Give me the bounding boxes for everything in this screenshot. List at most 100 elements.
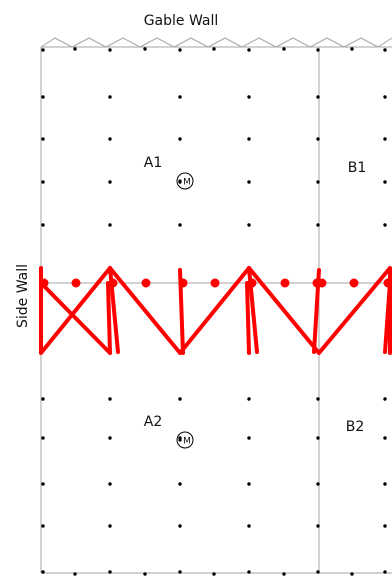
column-dot: [316, 397, 320, 401]
bracing-joint: [210, 278, 220, 288]
column-dot: [383, 570, 387, 574]
column-dot: [316, 180, 320, 184]
column-dot: [41, 482, 45, 486]
marker-label: M: [183, 178, 191, 188]
column-dot: [316, 482, 320, 486]
side-wall-label: Side Wall: [15, 264, 31, 328]
column-dot: [178, 137, 182, 141]
bracing-stroke: [383, 281, 392, 354]
column-dot: [143, 47, 147, 51]
marker-dot-icon: [178, 438, 182, 442]
column-dot: [73, 47, 77, 51]
column-dot: [316, 95, 320, 99]
column-dot: [316, 570, 320, 574]
column-dot: [178, 524, 182, 528]
column-dot: [383, 137, 387, 141]
column-dot: [247, 436, 251, 440]
column-dot: [178, 48, 182, 52]
bracing-joint: [178, 278, 188, 288]
column-dot: [108, 436, 112, 440]
column-dot: [41, 397, 45, 401]
column-dot: [282, 572, 286, 576]
bracing-joint: [280, 278, 290, 288]
column-dot: [108, 570, 112, 574]
column-dot: [41, 223, 45, 227]
marker-label: M: [183, 437, 191, 447]
column-dot: [247, 524, 251, 528]
column-dot: [316, 223, 320, 227]
bracing-joints: [39, 278, 392, 288]
column-dot: [316, 48, 320, 52]
marker-circle-icon: [176, 431, 194, 449]
marker-a1: M: [176, 172, 194, 190]
bracing-joint: [39, 278, 49, 288]
column-dot: [178, 570, 182, 574]
column-dot: [108, 137, 112, 141]
bay-label-a2: A2: [144, 414, 162, 430]
bracing-joint: [108, 278, 118, 288]
bracing-zigzag: [39, 266, 392, 355]
column-dot: [178, 482, 182, 486]
column-dot: [41, 95, 45, 99]
bracing-joint: [317, 278, 327, 288]
column-dot: [247, 180, 251, 184]
marker-a2: M: [176, 431, 194, 449]
column-dot: [73, 572, 77, 576]
column-dot: [247, 95, 251, 99]
gable-wall-label: Gable Wall: [144, 13, 219, 29]
column-dot: [247, 48, 251, 52]
column-dot: [108, 524, 112, 528]
column-dot: [282, 47, 286, 51]
column-dot: [383, 482, 387, 486]
column-dot: [178, 95, 182, 99]
column-dot: [178, 223, 182, 227]
column-dot: [41, 570, 45, 574]
column-dot: [108, 397, 112, 401]
column-dot: [383, 48, 387, 52]
column-dot: [41, 180, 45, 184]
bracing-joint: [71, 278, 81, 288]
bracing-joint: [247, 278, 257, 288]
column-dot: [383, 524, 387, 528]
bracing-joint: [383, 278, 392, 288]
column-dot: [383, 436, 387, 440]
column-dot: [41, 436, 45, 440]
column-dot: [247, 223, 251, 227]
bracing-joint: [349, 278, 359, 288]
column-dot: [383, 223, 387, 227]
column-dot: [316, 137, 320, 141]
column-dot: [212, 47, 216, 51]
column-dot: [350, 572, 354, 576]
column-dot: [143, 572, 147, 576]
column-dot: [108, 48, 112, 52]
column-dot: [247, 137, 251, 141]
column-dot: [108, 180, 112, 184]
column-dot: [41, 524, 45, 528]
column-dot: [212, 572, 216, 576]
column-dot: [350, 47, 354, 51]
column-dot: [108, 482, 112, 486]
column-dot: [41, 48, 45, 52]
column-dot: [316, 524, 320, 528]
column-dot: [247, 570, 251, 574]
column-dot: [383, 95, 387, 99]
bay-label-a1: A1: [144, 155, 162, 171]
bay-label-b2: B2: [346, 419, 365, 435]
bracing-joint: [141, 278, 151, 288]
column-dot: [178, 397, 182, 401]
column-dot: [383, 180, 387, 184]
marker-dot-icon: [178, 179, 182, 183]
column-dot: [316, 436, 320, 440]
bay-label-b1: B1: [348, 160, 367, 176]
column-dot: [247, 397, 251, 401]
marker-circle-icon: [176, 172, 194, 190]
bracing-stroke: [245, 281, 251, 355]
column-dot: [108, 223, 112, 227]
column-dot: [41, 137, 45, 141]
column-dot: [383, 397, 387, 401]
bracing-stroke: [106, 281, 112, 355]
gable-wall-zigzag: [40, 37, 392, 48]
column-dot: [247, 482, 251, 486]
column-dot: [108, 95, 112, 99]
